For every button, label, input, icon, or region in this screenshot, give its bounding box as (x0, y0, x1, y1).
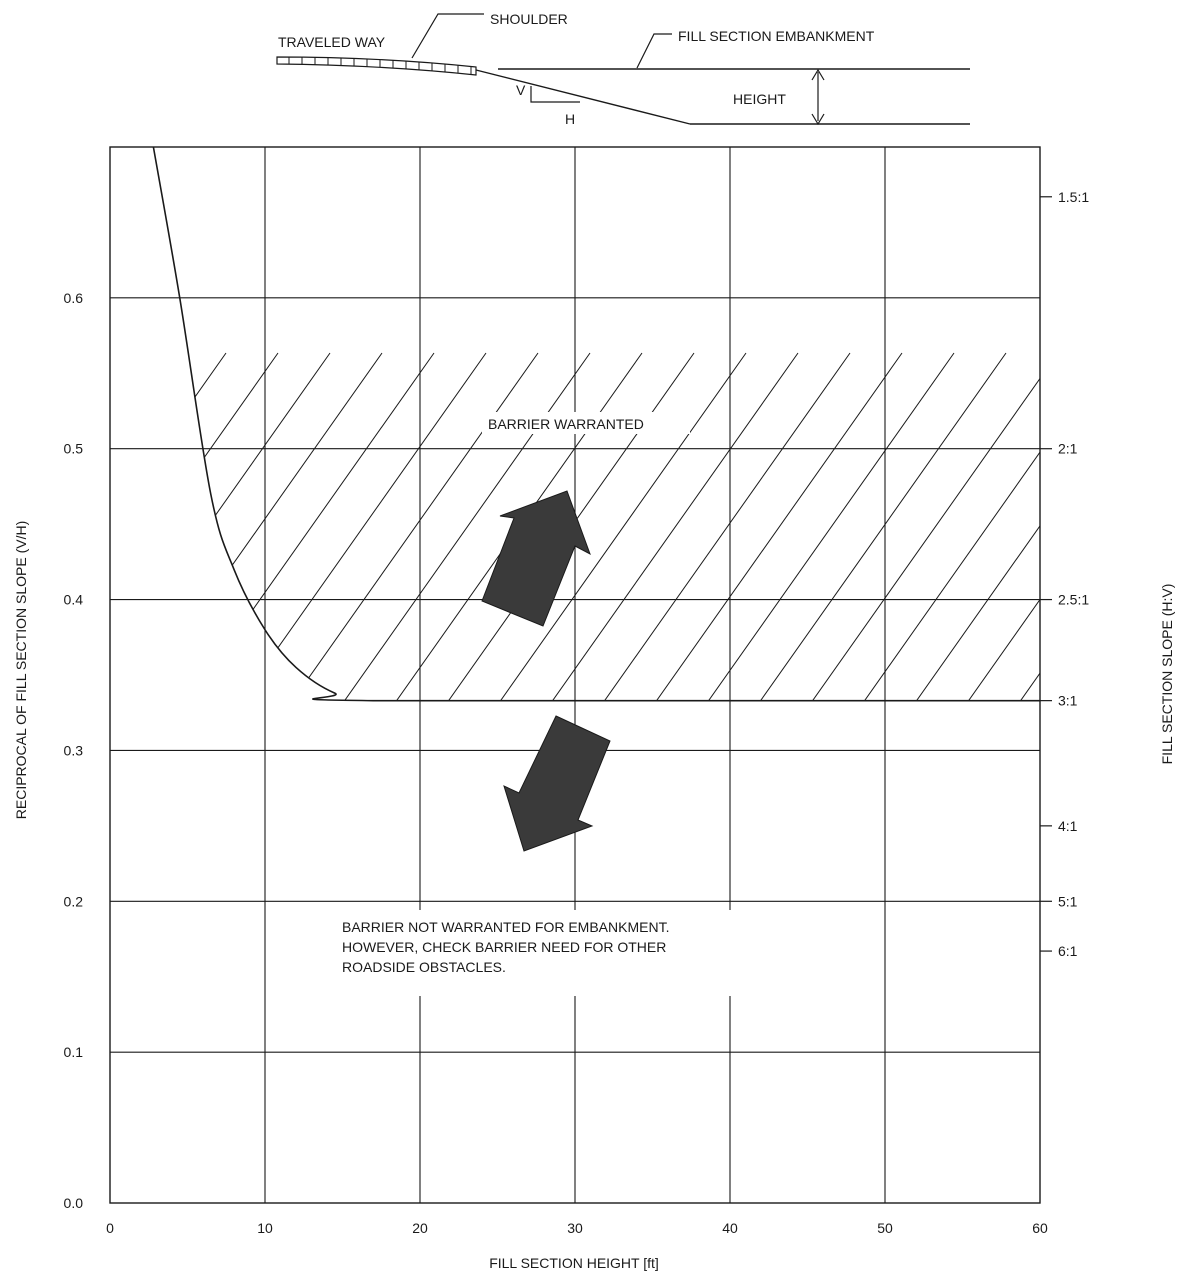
shoulder-label: SHOULDER (490, 11, 568, 27)
x-tick-label-60: 60 (1032, 1220, 1048, 1236)
hatch-line (821, 352, 1040, 701)
x-tick-label-50: 50 (877, 1220, 893, 1236)
height-arrow-top (811, 68, 825, 81)
x-axis-title: FILL SECTION HEIGHT [ft] (489, 1255, 659, 1271)
hatch-line (153, 352, 331, 701)
hatch-line (197, 352, 799, 701)
shoulder-leader (411, 13, 484, 59)
slope-triangle (530, 86, 580, 103)
embankment-slope-line (475, 69, 691, 125)
y-tick-label-0: 0.0 (64, 1195, 84, 1211)
hatch-line (153, 352, 383, 701)
right-axis-ticks: 1.5:1 2:1 2.5:1 3:1 4:1 5:1 6:1 (1040, 189, 1089, 959)
x-tick-label-30: 30 (567, 1220, 583, 1236)
traveled-way-label: TRAVELED WAY (278, 34, 386, 50)
x-tick-label-10: 10 (257, 1220, 273, 1236)
not-warranted-line-2: HOWEVER, CHECK BARRIER NEED FOR OTHER (342, 939, 666, 955)
height-label: HEIGHT (733, 91, 786, 107)
hatch-line (1029, 352, 1040, 701)
hatch-line (153, 352, 279, 701)
hatch-line (153, 352, 487, 701)
warrant-boundary-curve (152, 146, 1040, 702)
y-tick-label-3: 0.3 (64, 742, 84, 758)
hatch-line (925, 352, 1040, 701)
hatch-line (153, 352, 643, 701)
plot-frame (109, 146, 1041, 1204)
right-tick-label-4: 4:1 (1058, 818, 1078, 834)
not-warranted-label-bg (334, 910, 762, 996)
right-tick-label-1: 2:1 (1058, 441, 1078, 457)
right-tick-label-3: 3:1 (1058, 693, 1078, 709)
grid-lines (110, 147, 1040, 1203)
y-tick-label-5: 0.5 (64, 441, 84, 457)
warranted-label-bg (482, 412, 690, 434)
height-arrow-bottom (811, 113, 825, 126)
y-tick-label-4: 0.4 (64, 592, 84, 608)
x-tick-label-40: 40 (722, 1220, 738, 1236)
hatch-line (353, 352, 955, 701)
hatch-line (301, 352, 903, 701)
hatch-line (249, 352, 851, 701)
y-tick-label-2: 0.2 (64, 893, 84, 909)
x-tick-label-0: 0 (106, 1220, 114, 1236)
traveled-way-pavement (276, 56, 477, 76)
y-tick-label-1: 0.1 (64, 1044, 84, 1060)
hatch-line (1134, 353, 1188, 1203)
barrier-warranted-label: BARRIER WARRANTED (488, 416, 644, 432)
right-tick-label-6: 6:1 (1058, 943, 1078, 959)
hatch-line (153, 352, 695, 701)
hatch-line (153, 352, 591, 701)
arrow-up-warranted (481, 490, 591, 627)
not-warranted-line-3: ROADSIDE OBSTACLES. (342, 959, 506, 975)
hatch-line (873, 352, 1040, 701)
pavement-outline (276, 56, 477, 76)
right-axis-title: FILL SECTION SLOPE (H:V) (1159, 584, 1175, 765)
hatch-line (561, 352, 1040, 701)
hatch-line (457, 352, 1040, 701)
hatch-line (153, 352, 539, 701)
hatch-line (613, 352, 1040, 701)
hatch-line (1082, 353, 1188, 1203)
y-tick-label-6: 0.6 (64, 290, 84, 306)
embankment-label: FILL SECTION EMBANKMENT (678, 28, 875, 44)
right-tick-label-2: 2.5:1 (1058, 592, 1089, 608)
x-tick-label-20: 20 (412, 1220, 428, 1236)
hatch-line (509, 352, 1040, 701)
arrow-down-not-warranted (503, 715, 611, 852)
right-tick-label-5: 5:1 (1058, 893, 1078, 909)
x-axis-ticks: 0 10 20 30 40 50 60 (106, 1220, 1048, 1236)
hatch-line (153, 352, 747, 701)
not-warranted-line-1: BARRIER NOT WARRANTED FOR EMBANKMENT. (342, 919, 669, 935)
hatch-line (977, 352, 1040, 701)
h-label: H (565, 111, 575, 127)
embankment-leader (636, 33, 672, 69)
y-axis-title: RECIPROCAL OF FILL SECTION SLOPE (V/H) (13, 521, 29, 819)
y-axis-ticks: 0.0 0.1 0.2 0.3 0.4 0.5 0.6 (64, 290, 84, 1211)
hatch-line (717, 352, 1040, 701)
hatch-line (153, 352, 227, 701)
hatch-line (0, 353, 70, 1203)
hatch-line (769, 352, 1040, 701)
hatch-line (153, 352, 435, 701)
v-label: V (516, 82, 526, 98)
hatch-line (405, 352, 1007, 701)
hatch-line (665, 352, 1040, 701)
right-tick-label-0: 1.5:1 (1058, 189, 1089, 205)
embankment-inset-diagram: TRAVELED WAY SHOULDER FILL SECTION EMBAN… (276, 11, 970, 127)
